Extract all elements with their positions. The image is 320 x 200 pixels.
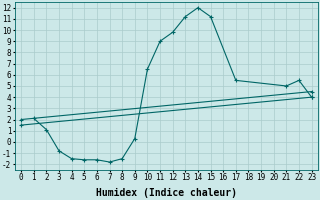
X-axis label: Humidex (Indice chaleur): Humidex (Indice chaleur) (96, 188, 237, 198)
